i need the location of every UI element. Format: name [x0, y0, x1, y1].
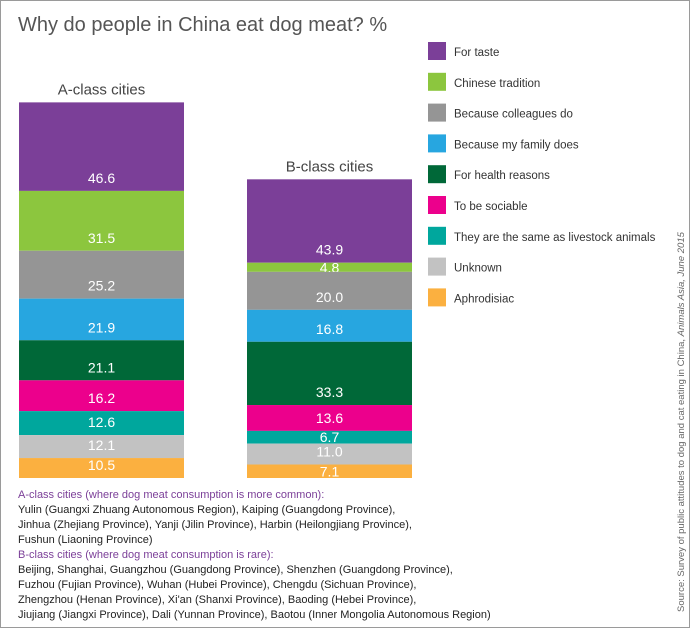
- value-label-b-class-cities-unknown: 11.0: [316, 444, 342, 460]
- bar-segment-a-class-cities-to-be-sociable: [19, 380, 184, 412]
- b-class-line-4: Jiujiang (Jiangxi Province), Dali (Yunna…: [18, 609, 491, 621]
- bar-segment-a-class-cities-aphrodisiac: [19, 458, 184, 478]
- bar-segment-b-class-cities-unknown: [247, 443, 412, 465]
- bar-segment-b-class-cities-to-be-sociable: [247, 405, 412, 431]
- legend-swatch-for-taste: [428, 42, 446, 60]
- legend-label-unknown: Unknown: [454, 263, 502, 275]
- legend-label-to-be-sociable: To be sociable: [454, 201, 528, 213]
- legend-label-they-are-the-same-as-livestock-animals: They are the same as livestock animals: [454, 232, 656, 244]
- category-label-a-class-cities: A-class cities: [58, 81, 146, 98]
- stacked-bar-chart: A-class cities 46.6 31.5 25.2 21.9 21.1 16.2 12…: [19, 42, 656, 479]
- value-label-b-class-cities-for-taste: 43.9: [316, 242, 343, 258]
- value-label-b-class-cities-because-colleagues-do: 20.0: [316, 289, 343, 305]
- legend-swatch-for-health-reasons: [428, 165, 446, 184]
- legend-label-for-taste: For taste: [454, 47, 499, 59]
- a-class-heading: A-class cities (where dog meat consumpti…: [18, 489, 325, 501]
- legend-label-because-colleagues-do: Because colleagues do: [454, 109, 573, 121]
- legend-label-chinese-tradition: Chinese tradition: [454, 78, 540, 90]
- value-label-b-class-cities-for-health-reasons: 33.3: [316, 384, 343, 400]
- legend-swatch-to-be-sociable: [428, 196, 446, 214]
- b-class-heading: B-class cities (where dog meat consumpti…: [18, 549, 274, 561]
- legend-label-for-health-reasons: For health reasons: [454, 170, 550, 182]
- chart-title: Why do people in China eat dog meat? %: [18, 14, 388, 36]
- source-publisher: Animals Asia, June 2015: [676, 232, 687, 337]
- value-label-a-class-cities-for-health-reasons: 21.1: [88, 359, 115, 375]
- legend-label-because-my-family-does: Because my family does: [454, 139, 579, 151]
- legend-label-aphrodisiac: Aphrodisiac: [454, 293, 514, 305]
- bar-segment-a-class-cities-they-are-the-same-as-livestock-animals: [19, 411, 184, 436]
- bar-segment-b-class-cities-for-taste: [247, 179, 412, 263]
- a-class-line-3: Fushun (Liaoning Province): [18, 534, 153, 546]
- value-label-b-class-cities-because-my-family-does: 16.8: [316, 321, 343, 337]
- value-label-a-class-cities-aphrodisiac: 10.5: [88, 457, 115, 473]
- value-label-a-class-cities-chinese-tradition: 31.5: [88, 230, 115, 246]
- value-label-a-class-cities-unknown: 12.1: [88, 437, 115, 453]
- bar-segment-a-class-cities-because-my-family-does: [19, 298, 184, 341]
- bar-segment-a-class-cities-for-taste: [19, 102, 184, 191]
- value-label-b-class-cities-chinese-tradition: 4.8: [320, 259, 340, 275]
- b-class-line-3: Zhengzhou (Henan Province), Xi'an (Shanx…: [18, 594, 417, 606]
- legend-swatch-chinese-tradition: [428, 72, 446, 91]
- value-label-b-class-cities-they-are-the-same-as-livestock-animals: 6.7: [320, 429, 340, 445]
- b-class-line-1: Beijing, Shanghai, Guangzhou (Guangdong …: [18, 564, 453, 576]
- bar-segment-a-class-cities-unknown: [19, 435, 184, 459]
- bar-segment-b-class-cities-they-are-the-same-as-livestock-animals: [247, 430, 412, 444]
- source-text: Source: Survey of public attitudes to do…: [676, 336, 687, 612]
- legend-swatch-they-are-the-same-as-livestock-animals: [428, 226, 446, 245]
- value-label-a-class-cities-because-my-family-does: 21.9: [88, 319, 115, 335]
- b-class-line-2: Fuzhou (Fujian Province), Wuhan (Hubei P…: [18, 579, 417, 591]
- bar-segment-b-class-cities-chinese-tradition: [247, 262, 412, 272]
- value-label-b-class-cities-to-be-sociable: 13.6: [316, 410, 343, 426]
- legend-swatch-because-my-family-does: [428, 134, 446, 153]
- bar-segment-b-class-cities-for-health-reasons: [247, 341, 412, 406]
- value-label-b-class-cities-aphrodisiac: 7.1: [320, 463, 340, 479]
- bar-segment-b-class-cities-because-colleagues-do: [247, 271, 412, 310]
- a-class-line-2: Jinhua (Zhejiang Province), Yanji (Jilin…: [18, 519, 412, 531]
- value-label-a-class-cities-they-are-the-same-as-livestock-animals: 12.6: [88, 414, 115, 430]
- bar-segment-a-class-cities-because-colleagues-do: [19, 250, 184, 299]
- legend-swatch-because-colleagues-do: [428, 103, 446, 122]
- bar-segment-b-class-cities-because-my-family-does: [247, 309, 412, 342]
- city-notes: A-class cities (where dog meat consumpti…: [18, 488, 618, 623]
- legend-swatch-aphrodisiac: [428, 288, 446, 307]
- a-class-line-1: Yulin (Guangxi Zhuang Autonomous Region)…: [18, 504, 396, 516]
- bar-segment-a-class-cities-chinese-tradition: [19, 190, 184, 251]
- value-label-a-class-cities-for-taste: 46.6: [88, 170, 115, 186]
- bar-segment-b-class-cities-aphrodisiac: [247, 464, 412, 478]
- source-note: Source: Survey of public attitudes to do…: [676, 232, 687, 612]
- legend-swatch-unknown: [428, 257, 446, 276]
- category-label-b-class-cities: B-class cities: [286, 158, 374, 175]
- value-label-a-class-cities-because-colleagues-do: 25.2: [88, 278, 115, 294]
- value-label-a-class-cities-to-be-sociable: 16.2: [88, 390, 115, 406]
- bar-segment-a-class-cities-for-health-reasons: [19, 340, 184, 381]
